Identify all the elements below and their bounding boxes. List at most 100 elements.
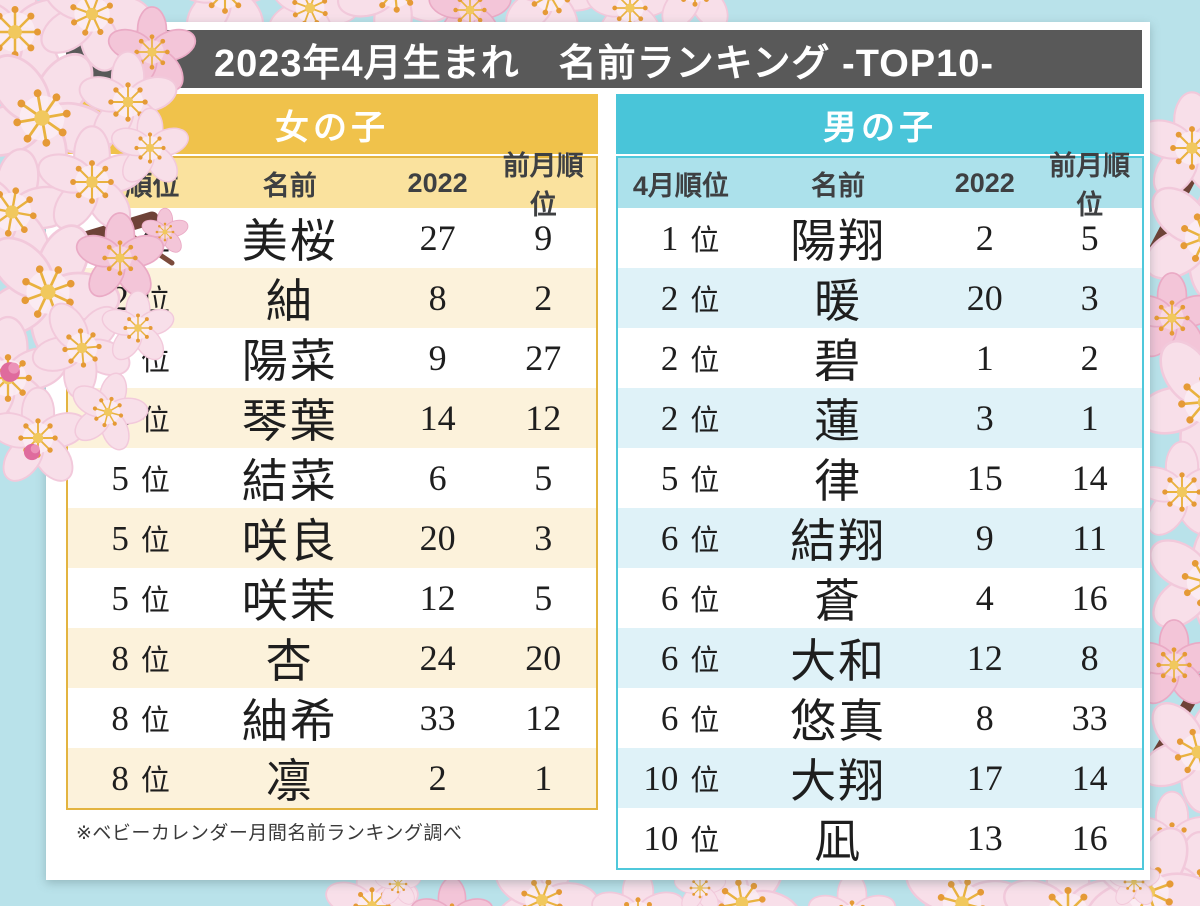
count-2022-cell: 9 — [975, 518, 994, 558]
boys-row-11: 10 位 凪 13 16 — [618, 808, 1142, 868]
rank-unit: 位 — [140, 405, 170, 437]
girls-row-4: 4 位 琴葉 14 12 — [68, 388, 596, 448]
count-2022-cell: 4 — [975, 578, 994, 618]
name-cell: 陽翔 — [790, 215, 887, 267]
rank-number: 8 — [111, 699, 129, 738]
prev-month-rank-cell: 14 — [1071, 458, 1108, 498]
girls-ranking-table: 4月順位 名前 2022 前月順位 1 位美桜 27 9 2 位紬 8 2 3 位陽菜 9 27 4 位琴… — [66, 151, 598, 810]
rank-unit: 位 — [140, 465, 170, 497]
rank-number: 2 — [660, 399, 679, 438]
rank-unit: 位 — [690, 285, 720, 317]
count-2022-cell: 20 — [966, 278, 1003, 318]
prev-month-rank-cell: 3 — [534, 518, 553, 558]
boys-row-2: 2 位 暖 20 3 — [618, 268, 1142, 328]
count-2022-cell: 12 — [966, 638, 1003, 678]
rank-number: 2 — [660, 339, 679, 378]
rank-number: 8 — [111, 759, 129, 798]
rank-unit: 位 — [690, 825, 720, 857]
rank-cell: 10 位 — [618, 817, 744, 859]
boys-table-rows: 1 位陽翔 2 5 2 位暖 20 3 2 位碧 1 2 2 位蓮 3 1 5 位律 15 14 6 位結翔 9 11 6 位蒼 4… — [618, 208, 1142, 868]
rank-unit: 位 — [690, 525, 720, 557]
rank-number: 5 — [660, 459, 679, 498]
prev-month-rank-cell: 8 — [1080, 638, 1099, 678]
boys-row-7: 6 位 蒼 4 16 — [618, 568, 1142, 628]
name-cell: 咲茉 — [241, 575, 338, 627]
page-title: 2023年4月生まれ 名前ランキング -TOP10- — [213, 42, 995, 85]
girls-row-3: 3 位 陽菜 9 27 — [68, 328, 596, 388]
rank-unit: 位 — [690, 225, 720, 257]
rank-unit: 位 — [140, 525, 170, 557]
boys-section-title: 男の子 — [823, 108, 937, 147]
rank-number: 6 — [660, 699, 679, 738]
girls-row-5: 5 位 結菜 6 5 — [68, 448, 596, 508]
rank-number: 8 — [111, 639, 129, 678]
column-label-april-rank: 4月順位 — [83, 170, 180, 201]
count-2022-cell: 2 — [428, 758, 447, 798]
prev-month-rank-cell: 11 — [1072, 518, 1107, 558]
prev-month-rank-cell: 1 — [1080, 398, 1099, 438]
count-2022-cell: 9 — [428, 338, 447, 378]
count-2022-cell: 15 — [966, 458, 1003, 498]
rank-unit: 位 — [690, 705, 720, 737]
prev-month-rank-cell: 12 — [525, 698, 562, 738]
name-cell: 暖 — [814, 275, 863, 327]
card: 2023年4月生まれ 名前ランキング -TOP10- 女の子 男の子 4月順位 … — [46, 22, 1150, 880]
rank-number: 6 — [660, 579, 679, 618]
name-cell: 律 — [814, 455, 863, 507]
name-cell: 結翔 — [790, 515, 887, 567]
boys-ranking-table: 4月順位 名前 2022 前月順位 1 位陽翔 2 5 2 位暖 20 3 2 位碧 1 2 2 位蓮 3 1… — [616, 151, 1144, 870]
girls-row-7: 5 位咲茉 12 5 — [68, 568, 596, 628]
rank-unit: 位 — [140, 225, 170, 257]
boys-row-9: 6 位 悠真 8 33 — [618, 688, 1142, 748]
prev-month-rank-cell: 2 — [534, 278, 553, 318]
rank-unit: 位 — [690, 465, 720, 497]
prev-month-rank-cell: 5 — [534, 578, 553, 618]
boys-section-header: 男の子 — [616, 94, 1144, 154]
column-label-prev-month-rank: 前月順位 — [502, 151, 584, 220]
girls-section-title: 女の子 — [275, 108, 389, 147]
name-cell: 悠真 — [790, 695, 887, 747]
prev-month-rank-cell: 27 — [525, 338, 562, 378]
name-cell: 結菜 — [241, 455, 338, 507]
rank-unit: 位 — [690, 405, 720, 437]
rank-number: 6 — [660, 519, 679, 558]
name-cell: 咲良 — [241, 515, 338, 567]
rank-cell: 10 位 — [618, 757, 744, 799]
rank-unit: 位 — [140, 765, 170, 797]
prev-month-rank-cell: 20 — [525, 638, 562, 678]
count-2022-cell: 27 — [419, 218, 456, 258]
name-cell: 琴葉 — [241, 395, 338, 447]
rank-number: 5 — [111, 519, 129, 558]
count-2022-cell: 8 — [975, 698, 994, 738]
prev-month-rank-cell: 3 — [1080, 278, 1099, 318]
rank-number: 5 — [111, 579, 129, 618]
column-label-2022: 2022 — [407, 167, 468, 198]
rank-number: 3 — [111, 339, 129, 378]
name-cell: 大和 — [790, 635, 887, 687]
prev-month-rank-cell: 16 — [1071, 818, 1108, 858]
boys-row-1: 1 位 陽翔 2 5 — [618, 208, 1142, 268]
rank-unit: 位 — [140, 645, 170, 677]
rank-number: 2 — [111, 279, 129, 318]
count-2022-cell: 6 — [428, 458, 447, 498]
prev-month-rank-cell: 5 — [534, 458, 553, 498]
count-2022-cell: 14 — [419, 398, 456, 438]
name-cell: 蒼 — [814, 575, 863, 627]
rank-unit: 位 — [690, 765, 720, 797]
prev-month-rank-cell: 5 — [1080, 218, 1099, 258]
